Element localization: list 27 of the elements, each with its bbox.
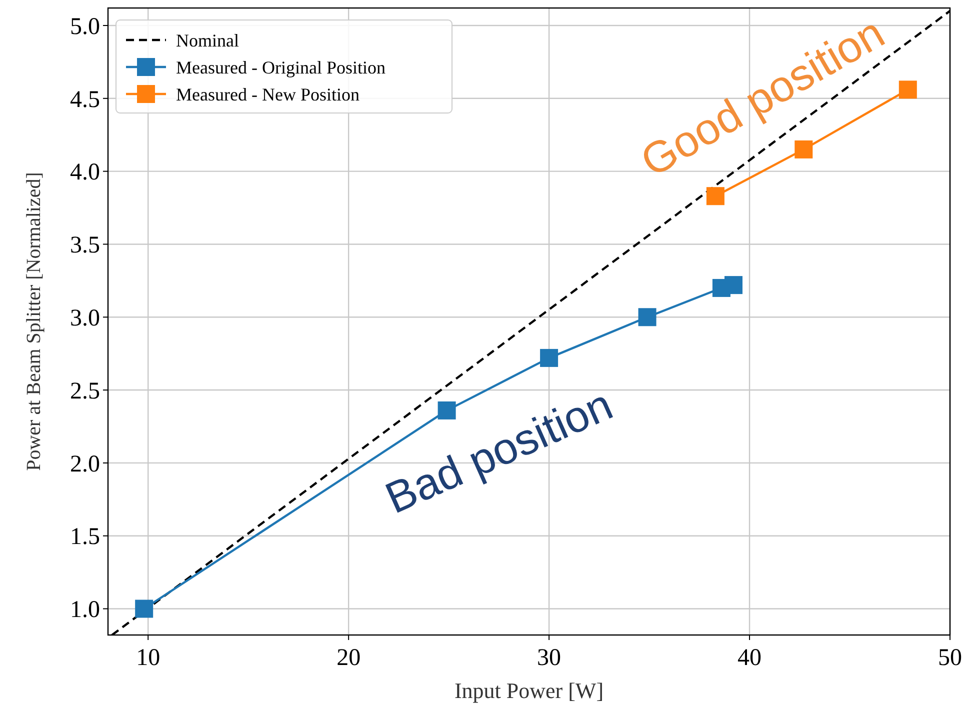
point xyxy=(135,600,154,618)
x-axis-title: Input Power [W] xyxy=(454,678,604,703)
point xyxy=(724,276,742,294)
y-axis-title: Power at Beam Splitter [Normalized] xyxy=(23,172,45,471)
point xyxy=(438,401,456,420)
point xyxy=(794,140,813,158)
y-tick-label: 3.5 xyxy=(70,232,100,259)
legend-label: Measured - Original Position xyxy=(176,57,386,78)
x-tick-label: 10 xyxy=(136,645,160,671)
y-tick-label: 4.5 xyxy=(70,86,100,113)
x-tick-label: 20 xyxy=(336,645,361,671)
point xyxy=(706,187,724,206)
y-tick-label: 2.5 xyxy=(70,378,100,404)
legend-label: Measured - New Position xyxy=(176,84,360,104)
y-tick-label: 1.5 xyxy=(70,524,100,550)
y-tick-label: 1.0 xyxy=(70,597,100,624)
legend-label: Nominal xyxy=(176,30,239,50)
x-tick-label: 40 xyxy=(738,645,762,671)
point xyxy=(540,348,558,367)
point xyxy=(638,308,656,326)
point xyxy=(898,80,917,99)
y-tick-label: 3.0 xyxy=(70,306,100,332)
y-tick-label: 2.0 xyxy=(70,451,100,478)
x-tick-label: 30 xyxy=(537,645,562,671)
y-tick-label: 4.0 xyxy=(70,160,100,186)
x-tick-label: 50 xyxy=(938,645,962,671)
y-tick-label: 5.0 xyxy=(70,14,100,40)
